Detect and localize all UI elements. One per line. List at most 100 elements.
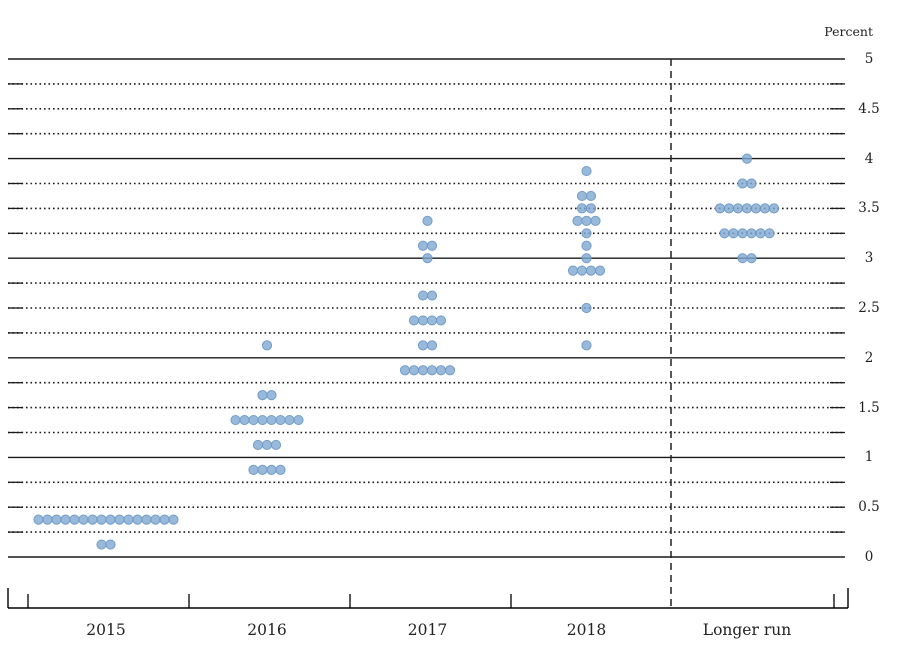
projection-dot — [723, 203, 735, 214]
projection-dot — [275, 414, 286, 426]
projection-dot — [270, 439, 282, 451]
projection-dot — [257, 390, 268, 401]
projection-dot — [581, 240, 592, 251]
projection-dot — [417, 290, 429, 301]
projection-dot — [266, 390, 277, 401]
projection-dot — [252, 439, 264, 451]
projection-dot — [275, 464, 286, 475]
projection-dot — [444, 365, 456, 376]
projection-dot — [114, 514, 125, 525]
projection-dot — [293, 414, 304, 426]
projection-dot — [755, 228, 766, 239]
projection-dot — [576, 190, 588, 202]
projection-dot — [123, 514, 134, 525]
projection-dot — [585, 203, 597, 214]
projection-dot — [132, 514, 143, 525]
projection-dot — [422, 253, 433, 264]
projection-dot — [585, 265, 597, 276]
projection-dot — [572, 215, 583, 226]
projection-dot — [746, 253, 757, 264]
projection-dot — [581, 302, 592, 314]
projection-dot — [567, 265, 579, 276]
y-tick-label: 4.5 — [858, 100, 880, 117]
projection-dot — [78, 514, 89, 525]
projection-dot — [719, 228, 730, 239]
projection-dot — [60, 514, 71, 525]
projection-dot — [759, 203, 771, 214]
projection-dot — [399, 365, 411, 376]
projection-dot — [87, 514, 98, 525]
projection-dot — [737, 178, 748, 189]
projection-dot — [435, 365, 447, 376]
projection-dot — [96, 539, 107, 550]
projection-dot — [585, 190, 597, 202]
projection-dot — [248, 414, 259, 426]
projection-dot — [590, 215, 601, 226]
projection-dot — [741, 153, 753, 164]
projection-dot — [168, 514, 179, 525]
y-tick-label: 1.5 — [858, 399, 880, 416]
projection-dot — [261, 439, 273, 451]
projection-dot — [105, 514, 116, 525]
projection-dot — [768, 203, 780, 214]
projection-dot — [266, 414, 277, 426]
y-tick-label: 4 — [864, 150, 874, 167]
projection-dot — [732, 203, 744, 214]
projection-dot — [33, 514, 44, 525]
projection-dot — [581, 228, 592, 239]
projection-dot — [408, 315, 420, 326]
projection-dot — [42, 514, 53, 525]
projection-dot — [105, 539, 116, 550]
y-tick-label: 0 — [864, 549, 874, 565]
y-tick-label: 5 — [864, 51, 874, 67]
x-axis-label: 2015 — [86, 621, 126, 639]
y-tick-label: 1 — [864, 449, 874, 466]
projection-dot — [714, 203, 726, 214]
projection-dot — [764, 228, 775, 239]
x-axis-label: 2016 — [247, 621, 287, 639]
projection-dot — [746, 228, 757, 239]
projection-dot — [230, 414, 241, 426]
projection-dot — [728, 228, 739, 239]
projection-dot — [417, 365, 429, 376]
projection-dot — [150, 514, 161, 525]
projection-dot — [426, 240, 438, 251]
projection-dot — [261, 340, 273, 351]
projection-dot — [257, 464, 268, 475]
projection-dot — [266, 464, 277, 475]
x-axis-label: 2018 — [566, 621, 607, 639]
projection-dot — [581, 340, 592, 351]
projection-dot — [746, 178, 757, 189]
projection-dot — [741, 203, 753, 214]
projection-dot — [96, 514, 107, 525]
projection-dot — [417, 240, 429, 251]
projection-dot — [576, 203, 588, 214]
projection-dot — [737, 253, 748, 264]
projection-dot — [426, 290, 438, 301]
y-tick-label: 3 — [864, 250, 874, 267]
projection-dot — [408, 365, 420, 376]
projection-dot — [248, 464, 259, 475]
projection-dot — [435, 315, 447, 326]
projection-dot — [257, 414, 268, 426]
projection-dot — [141, 514, 152, 525]
projection-dot — [581, 253, 592, 264]
projection-dot — [69, 514, 80, 525]
projection-dot — [581, 215, 592, 226]
projection-dot — [284, 414, 295, 426]
projection-dot — [750, 203, 762, 214]
projection-dot — [422, 215, 433, 226]
y-tick-label: 0.5 — [858, 499, 880, 516]
projection-dot — [576, 265, 588, 276]
y-tick-label: 3.5 — [858, 200, 880, 217]
y-tick-label: 2.5 — [858, 300, 880, 316]
projection-dot — [426, 340, 438, 351]
projection-dot — [417, 340, 429, 351]
x-axis-label: 2017 — [407, 621, 448, 639]
x-axis-label: Longer run — [702, 621, 792, 639]
y-tick-label: 2 — [864, 349, 874, 366]
projection-dot — [239, 414, 250, 426]
projection-dot — [417, 315, 429, 326]
